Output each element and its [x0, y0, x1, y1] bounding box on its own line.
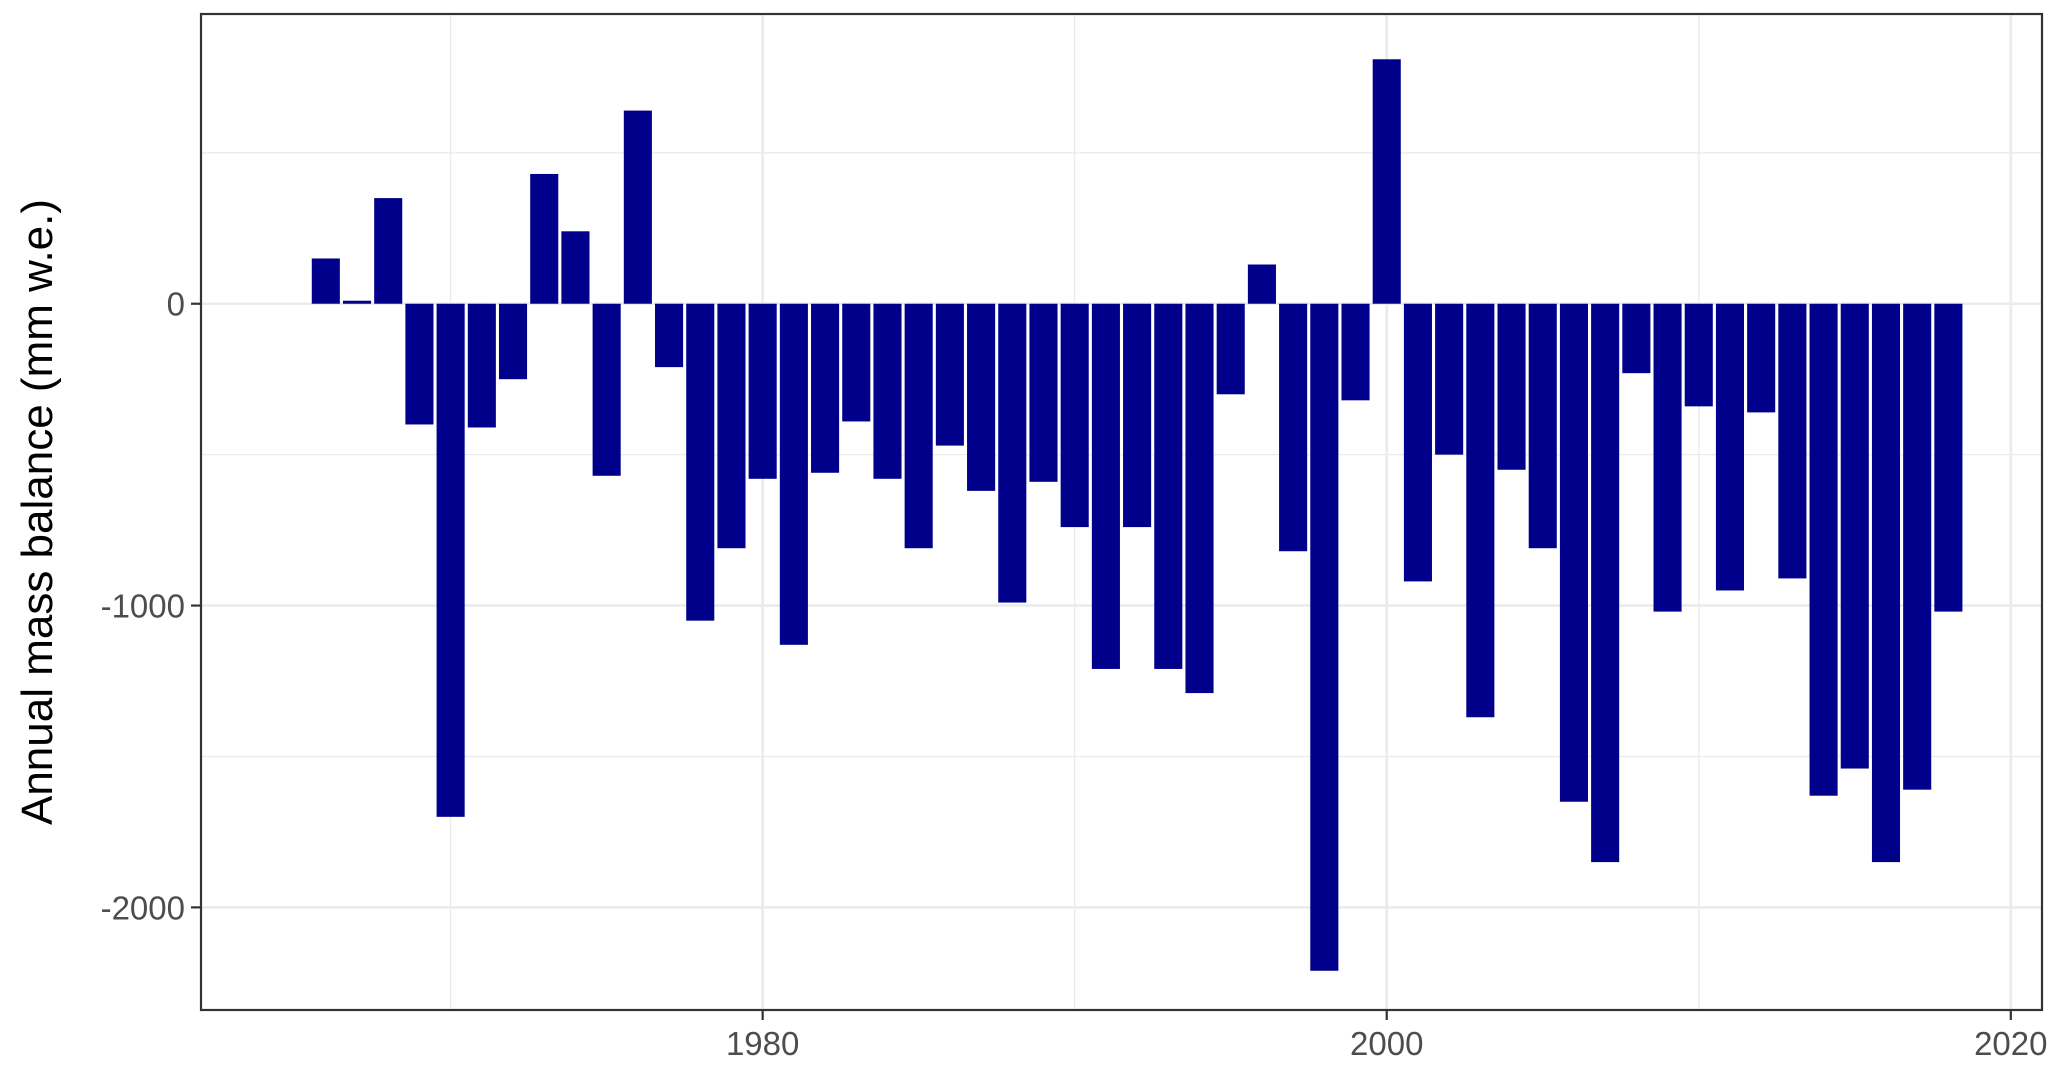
y-tick-label: -1000 — [101, 588, 185, 625]
bar-1966 — [311, 258, 340, 304]
bar-1988 — [998, 303, 1027, 603]
bar-2000 — [1372, 59, 1401, 304]
bar-1968 — [374, 198, 403, 304]
bar-1972 — [498, 303, 528, 380]
bar-2001 — [1403, 303, 1432, 582]
bar-1973 — [530, 173, 559, 304]
x-tick-label: 2000 — [1350, 1025, 1423, 1062]
bar-2011 — [1715, 303, 1745, 591]
y-tick-label: 0 — [167, 286, 185, 323]
bar-2017 — [1903, 303, 1932, 790]
bar-2012 — [1747, 303, 1776, 413]
bar-1980 — [748, 303, 777, 479]
bar-1975 — [592, 303, 621, 476]
bar-2006 — [1559, 303, 1588, 802]
bar-1970 — [436, 303, 465, 817]
bar-1995 — [1216, 303, 1245, 395]
bar-2015 — [1840, 303, 1869, 769]
bar-2002 — [1435, 303, 1464, 455]
bar-1985 — [904, 303, 933, 549]
bar-1996 — [1247, 264, 1276, 304]
bar-1990 — [1060, 303, 1089, 528]
bar-1978 — [686, 303, 715, 621]
bar-2014 — [1809, 303, 1838, 796]
bar-1969 — [405, 303, 434, 425]
bar-2013 — [1778, 303, 1807, 579]
bar-1977 — [655, 303, 684, 368]
bar-1981 — [779, 303, 808, 645]
bar-2003 — [1466, 303, 1495, 718]
bar-1987 — [967, 303, 996, 491]
bar-2007 — [1591, 303, 1620, 863]
y-tick-label: -2000 — [101, 889, 185, 926]
bar-2004 — [1497, 303, 1526, 470]
bar-1974 — [561, 231, 590, 304]
bar-2005 — [1528, 303, 1557, 549]
bar-1998 — [1310, 303, 1339, 971]
y-axis-title: Annual mass balance (mm w.e.) — [13, 199, 62, 825]
bar-2010 — [1684, 303, 1713, 407]
bar-2008 — [1622, 303, 1651, 374]
bar-1992 — [1123, 303, 1152, 528]
bar-1989 — [1029, 303, 1058, 482]
bar-series — [311, 59, 1963, 971]
bar-1982 — [811, 303, 840, 473]
bar-2009 — [1653, 303, 1682, 612]
bar-1991 — [1091, 303, 1120, 669]
bar-1994 — [1185, 303, 1214, 694]
bar-1976 — [623, 110, 652, 304]
x-tick-label: 2020 — [1974, 1025, 2047, 1062]
bar-2018 — [1934, 303, 1963, 612]
bar-1997 — [1279, 303, 1308, 552]
bar-1983 — [842, 303, 871, 422]
x-tick-label: 1980 — [726, 1025, 799, 1062]
bar-1986 — [935, 303, 964, 446]
bar-1984 — [873, 303, 902, 479]
bar-1979 — [717, 303, 746, 549]
bar-1967 — [342, 300, 372, 304]
bar-1999 — [1341, 303, 1370, 401]
bar-2016 — [1871, 303, 1901, 863]
plot-panel-border — [199, 12, 2044, 1012]
bar-1993 — [1154, 303, 1183, 669]
bar-1971 — [467, 303, 496, 428]
y-axis: 0 -1000 -2000 — [101, 286, 201, 926]
x-axis: 1980 2000 2020 — [726, 1010, 2048, 1062]
